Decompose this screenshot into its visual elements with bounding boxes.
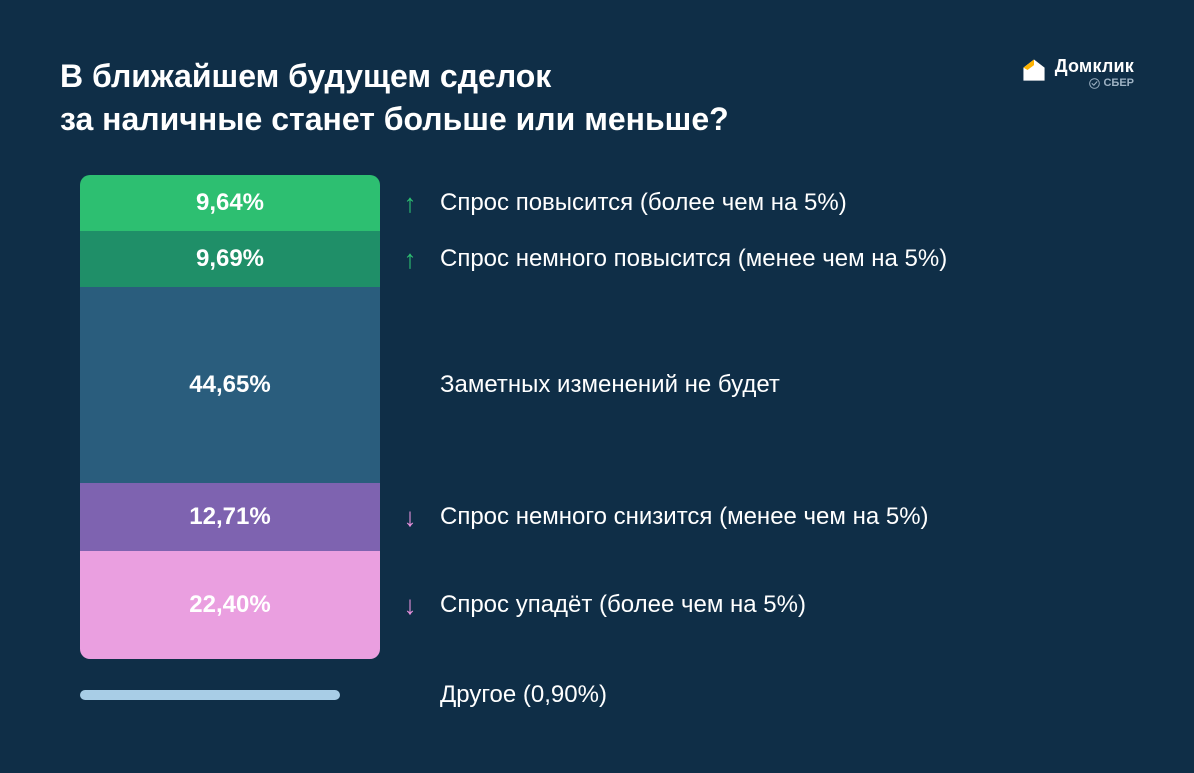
- arrow-down-icon: ↓: [380, 502, 440, 533]
- chart-row: 9,64% ↑Спрос повысится (более чем на 5%): [80, 175, 1134, 231]
- segment-value: 44,65%: [189, 371, 270, 399]
- other-label: Другое (0,90%): [440, 681, 1134, 709]
- arrow-up-icon: ↑: [380, 244, 440, 275]
- other-row: Другое (0,90%): [80, 681, 1134, 709]
- segment-label: Спрос упадёт (более чем на 5%): [440, 591, 1134, 619]
- segment-block: 44,65%: [80, 287, 380, 483]
- block-col: 22,40%: [80, 551, 380, 659]
- arrow-down-icon: ↓: [380, 590, 440, 621]
- segment-value: 22,40%: [189, 591, 270, 619]
- segment-block: 9,64%: [80, 175, 380, 231]
- chart-row: 44,65% Заметных изменений не будет: [80, 287, 1134, 483]
- logo-text: Домклик СБЕР: [1055, 57, 1134, 89]
- segment-label: Спрос немного снизится (менее чем на 5%): [440, 503, 1134, 531]
- block-col: 12,71%: [80, 483, 380, 551]
- segment-block: 22,40%: [80, 551, 380, 659]
- chart-row: 22,40% ↓Спрос упадёт (более чем на 5%): [80, 551, 1134, 659]
- segment-block: 9,69%: [80, 231, 380, 287]
- segment-value: 12,71%: [189, 503, 270, 531]
- segment-label: Спрос повысится (более чем на 5%): [440, 189, 1134, 217]
- segment-value: 9,64%: [196, 189, 264, 217]
- brand-logo: Домклик СБЕР: [1021, 57, 1134, 89]
- check-circle-icon: [1089, 78, 1100, 89]
- other-bar-col: [80, 690, 380, 700]
- block-col: 9,69%: [80, 231, 380, 287]
- chart-row: 12,71% ↓Спрос немного снизится (менее чем…: [80, 483, 1134, 551]
- segment-value: 9,69%: [196, 245, 264, 273]
- segment-label: Заметных изменений не будет: [440, 371, 1134, 399]
- block-col: 9,64%: [80, 175, 380, 231]
- house-icon: [1021, 57, 1047, 83]
- segment-label: Спрос немного повысится (менее чем на 5%…: [440, 245, 1134, 273]
- other-bar: [80, 690, 340, 700]
- page-title: В ближайшем будущем сделокза наличные ст…: [60, 55, 729, 141]
- logo-sub-text: СБЕР: [1103, 78, 1134, 89]
- segment-block: 12,71%: [80, 483, 380, 551]
- survey-chart: 9,64%↑Спрос повысится (более чем на 5%)9…: [80, 175, 1134, 709]
- arrow-up-icon: ↑: [380, 188, 440, 219]
- logo-brand: Домклик: [1055, 57, 1134, 75]
- block-col: 44,65%: [80, 287, 380, 483]
- logo-sub: СБЕР: [1089, 78, 1134, 89]
- header: В ближайшем будущем сделокза наличные ст…: [60, 55, 1134, 141]
- chart-row: 9,69% ↑Спрос немного повысится (менее чем…: [80, 231, 1134, 287]
